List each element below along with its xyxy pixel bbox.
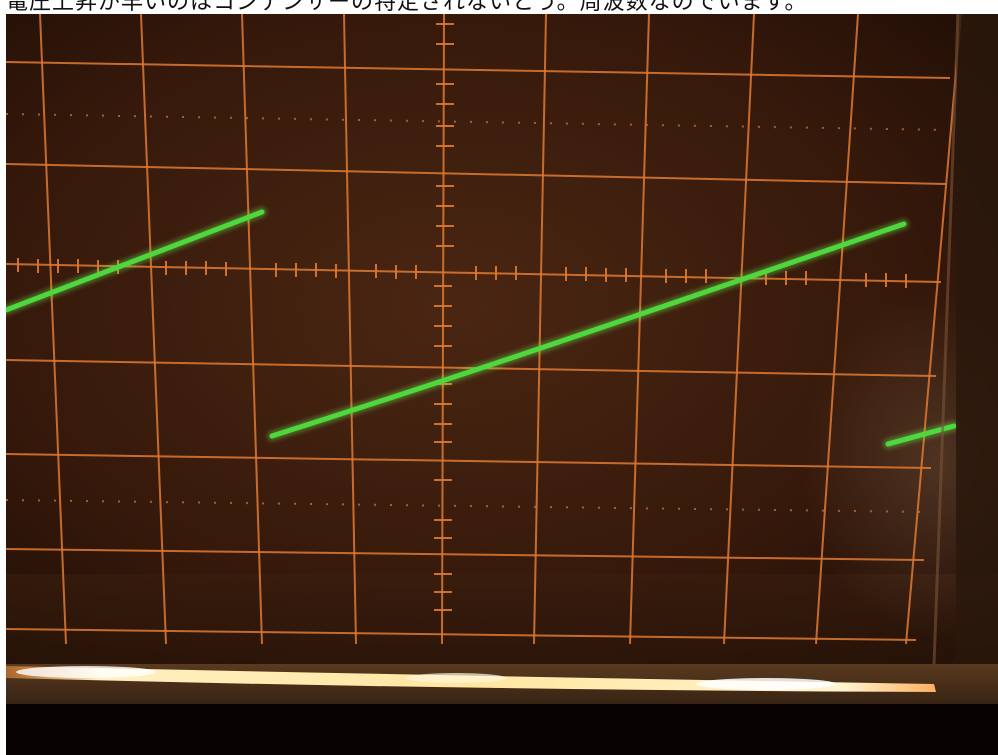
cropped-caption-strip: 電圧上昇が早いのはコンデンサーの特定されないとう。周波数なのでいます。 xyxy=(0,0,998,14)
trace-segment-2 xyxy=(269,221,907,439)
glare-hotspot-right xyxy=(696,678,836,690)
graticule-dotted-lines xyxy=(6,113,947,513)
graticule-horizontal-lines xyxy=(6,61,951,641)
graticule-vertical-lines xyxy=(39,14,962,645)
bezel-shadow xyxy=(6,704,998,755)
bezel-right-highlight xyxy=(932,14,960,665)
glare-hotspot-left xyxy=(16,666,156,678)
right-haze xyxy=(606,164,998,664)
bezel-right-edge xyxy=(936,14,998,704)
cropped-caption-text: 電圧上昇が早いのはコンデンサーの特定されないとう。周波数なのでいます。 xyxy=(6,0,808,14)
trace-segment-1 xyxy=(6,209,265,313)
glare-hotspot-center xyxy=(406,673,506,683)
center-vertical-ticks xyxy=(434,23,454,611)
oscilloscope-photo xyxy=(6,14,998,755)
